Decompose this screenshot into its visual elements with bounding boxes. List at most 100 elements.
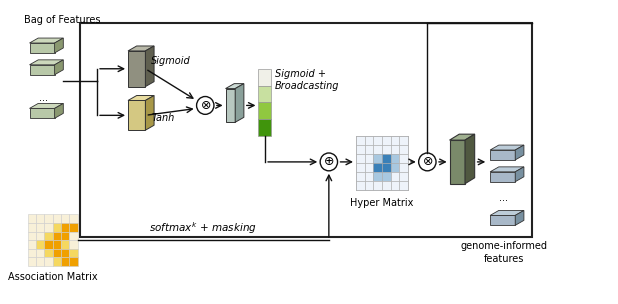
Bar (365, 163, 373, 172)
Bar (53, 249, 61, 257)
Bar (69, 223, 78, 232)
Bar (356, 154, 365, 163)
Polygon shape (128, 101, 145, 130)
Bar (399, 136, 408, 145)
Bar (391, 172, 399, 181)
Text: genome-informed
features: genome-informed features (460, 241, 547, 264)
Bar (399, 163, 408, 172)
Bar (365, 154, 373, 163)
Bar (399, 154, 408, 163)
Text: $\otimes$: $\otimes$ (421, 155, 433, 168)
Bar (36, 249, 44, 257)
Text: Association Matrix: Association Matrix (8, 272, 98, 282)
Bar (61, 223, 69, 232)
Bar (28, 223, 36, 232)
Bar (28, 240, 36, 249)
Text: $softmax^k$ + masking: $softmax^k$ + masking (150, 220, 257, 236)
Bar (258, 69, 271, 86)
Bar (373, 163, 382, 172)
Bar (69, 249, 78, 257)
Bar (61, 240, 69, 249)
Bar (53, 223, 61, 232)
Text: Hyper Matrix: Hyper Matrix (350, 198, 413, 208)
Polygon shape (145, 95, 154, 130)
Bar (391, 136, 399, 145)
Bar (61, 214, 69, 223)
Polygon shape (226, 88, 235, 122)
Bar (365, 172, 373, 181)
Polygon shape (235, 84, 244, 122)
Polygon shape (515, 210, 524, 225)
Bar (391, 163, 399, 172)
Polygon shape (515, 167, 524, 182)
Bar (61, 257, 69, 266)
Polygon shape (54, 103, 63, 118)
Polygon shape (449, 140, 465, 184)
Polygon shape (490, 172, 515, 182)
Bar (44, 257, 53, 266)
Polygon shape (490, 216, 515, 225)
Bar (356, 136, 408, 190)
Polygon shape (128, 51, 145, 87)
Bar (356, 145, 365, 154)
Bar (356, 181, 365, 190)
Bar (44, 240, 53, 249)
Bar (258, 119, 271, 136)
Text: Sigmoid +
Broadcasting: Sigmoid + Broadcasting (275, 69, 339, 91)
Bar (356, 163, 365, 172)
Bar (382, 145, 391, 154)
Bar (382, 181, 391, 190)
Polygon shape (490, 145, 524, 150)
Polygon shape (30, 60, 63, 65)
Bar (44, 249, 53, 257)
Bar (382, 172, 391, 181)
Polygon shape (30, 38, 63, 43)
Bar (365, 145, 373, 154)
Text: $\oplus$: $\oplus$ (323, 155, 334, 168)
Bar (28, 257, 36, 266)
Text: Sigmoid: Sigmoid (151, 56, 191, 66)
Bar (69, 240, 78, 249)
Bar (382, 163, 391, 172)
Bar (28, 232, 36, 240)
Polygon shape (128, 95, 154, 101)
Bar (36, 232, 44, 240)
Bar (53, 214, 61, 223)
Text: Tanh: Tanh (151, 113, 174, 123)
Polygon shape (490, 167, 524, 172)
Bar (382, 154, 391, 163)
Text: $\otimes$: $\otimes$ (200, 99, 211, 112)
Bar (44, 223, 53, 232)
Polygon shape (54, 38, 63, 53)
Text: Bag of Features: Bag of Features (23, 15, 100, 25)
Bar (356, 172, 365, 181)
Bar (61, 232, 69, 240)
Bar (399, 172, 408, 181)
Bar (53, 257, 61, 266)
Bar (391, 181, 399, 190)
Polygon shape (449, 134, 475, 140)
Bar (44, 214, 53, 223)
Polygon shape (490, 150, 515, 160)
Polygon shape (30, 43, 54, 53)
Bar (69, 214, 78, 223)
Polygon shape (226, 84, 244, 88)
Bar (36, 214, 44, 223)
Bar (399, 145, 408, 154)
Polygon shape (30, 109, 54, 118)
Bar (53, 240, 61, 249)
Bar (258, 102, 271, 119)
Bar (258, 86, 271, 102)
Polygon shape (515, 145, 524, 160)
Bar (382, 136, 391, 145)
Bar (80, 23, 531, 237)
Polygon shape (490, 210, 524, 216)
Polygon shape (128, 46, 154, 51)
Bar (391, 145, 399, 154)
Bar (373, 172, 382, 181)
Bar (69, 257, 78, 266)
Bar (373, 145, 382, 154)
Polygon shape (145, 46, 154, 87)
Bar (61, 249, 69, 257)
Bar (365, 136, 373, 145)
